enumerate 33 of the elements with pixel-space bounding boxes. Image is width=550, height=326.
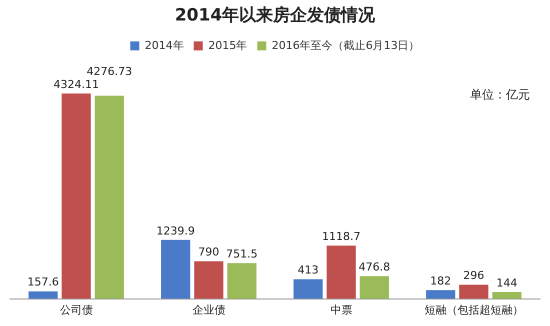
chart-title: 2014年以来房企发债情况 [174, 6, 376, 26]
legend-label: 2015年 [208, 38, 248, 52]
x-tick-label: 企业债 [192, 303, 226, 316]
bar [161, 240, 190, 299]
data-label: 4276.73 [86, 64, 132, 78]
bar [294, 279, 323, 299]
bar [426, 290, 456, 299]
bar [28, 291, 58, 299]
bar [194, 261, 224, 299]
bar [62, 93, 91, 299]
x-tick-label: 公司债 [60, 303, 93, 316]
data-label: 157.6 [27, 276, 59, 289]
data-label: 4324.11 [54, 78, 99, 91]
data-label: 413 [298, 264, 319, 277]
data-label: 751.5 [226, 247, 258, 260]
data-label: 296 [463, 269, 484, 282]
x-tick-label: 中票 [330, 303, 352, 316]
data-label: 790 [198, 246, 220, 259]
data-label: 144 [496, 276, 518, 290]
bar [227, 263, 256, 299]
data-label: 182 [430, 274, 452, 288]
bar [326, 246, 356, 299]
data-label: 1239.9 [156, 224, 195, 238]
legend-label: 2014年 [144, 38, 184, 52]
bar [360, 276, 389, 299]
data-label: 1118.7 [322, 230, 360, 244]
bar [492, 292, 522, 299]
annotation: 单位：亿元 [470, 88, 530, 102]
bar [94, 96, 124, 299]
x-tick-label: 短融（包括超短融） [424, 303, 524, 316]
data-label: 476.8 [358, 260, 390, 274]
legend-label: 2016年至今（截止6月13日） [272, 38, 420, 52]
bar [459, 284, 488, 299]
